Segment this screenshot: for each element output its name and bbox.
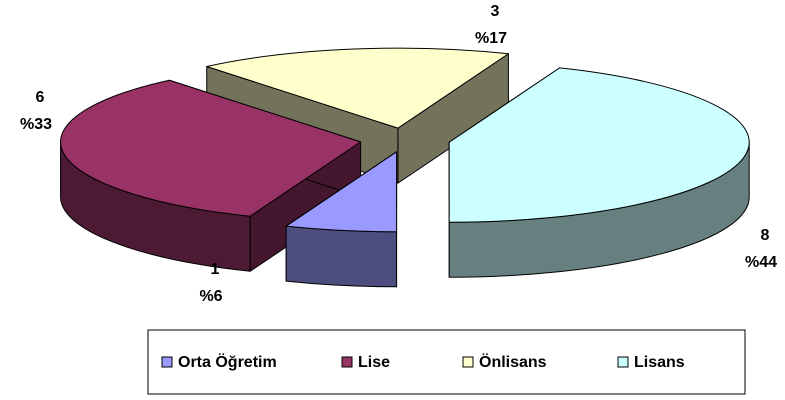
slice-top	[448, 67, 750, 223]
slice-top	[285, 151, 398, 233]
data-label-percent: %33	[20, 116, 52, 133]
legend-label: Orta Öğretim	[178, 352, 277, 371]
legend-label: Lise	[358, 354, 390, 371]
legend-label: Önlisans	[479, 352, 547, 371]
data-label: 8	[761, 227, 770, 244]
data-label: 6	[36, 89, 45, 106]
legend-label: Lisans	[634, 354, 685, 371]
data-label-percent: %44	[745, 254, 777, 271]
slice-side	[285, 225, 398, 288]
data-label-percent: %17	[475, 30, 507, 47]
slice-top	[206, 47, 509, 129]
legend-marker	[617, 356, 629, 368]
legend-marker	[462, 356, 474, 368]
legend-marker	[341, 356, 353, 368]
data-label: 1	[211, 261, 220, 278]
data-label: 3	[491, 3, 500, 20]
legend-marker	[161, 356, 173, 368]
legend-box	[147, 329, 746, 395]
data-label-percent: %6	[199, 288, 222, 305]
slice-top	[60, 79, 362, 217]
